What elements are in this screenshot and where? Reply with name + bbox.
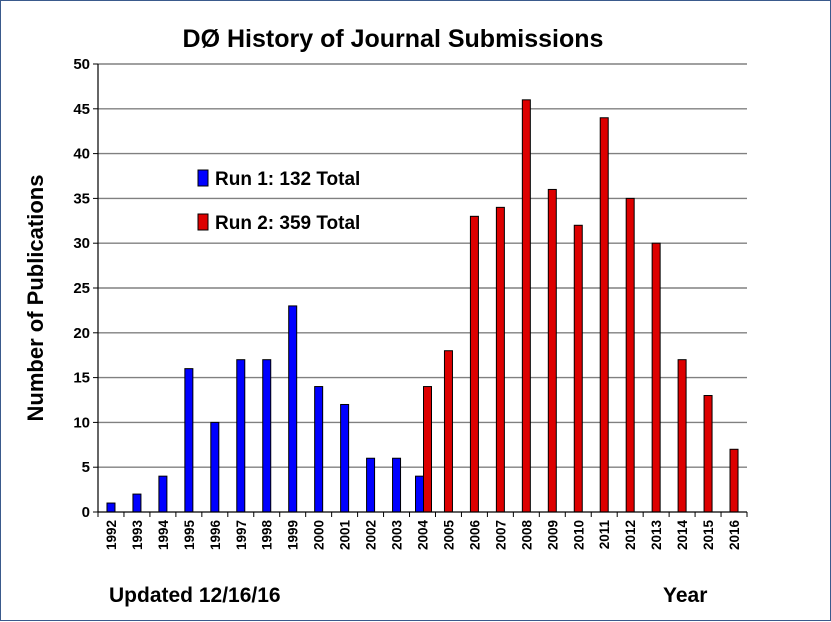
legend-swatch (197, 213, 209, 231)
bar (703, 395, 713, 513)
x-tick-label: 2002 (364, 520, 379, 550)
bar (106, 502, 116, 513)
x-tick-label: 1997 (234, 520, 249, 550)
x-tick-labels: 1992 1993 1994 1995 1996 1997 1998 1999 2000 2001… (104, 520, 742, 551)
bar (729, 448, 739, 513)
bar (469, 215, 479, 513)
x-tick-label: 2005 (441, 520, 456, 551)
bar (521, 99, 531, 513)
axes (93, 63, 748, 517)
bar (132, 493, 142, 513)
x-tick-label: 1993 (130, 520, 145, 551)
x-axis-label: Year (663, 584, 707, 607)
x-tick-label: 2013 (649, 520, 664, 551)
x-tick-label: 2004 (416, 520, 431, 551)
bar (573, 224, 583, 513)
legend: Run 1: 132 Total Run 2: 359 Total (197, 169, 360, 234)
legend-swatch (197, 169, 209, 187)
bar (547, 188, 557, 513)
x-tick-label: 1992 (104, 520, 119, 550)
bar (340, 403, 350, 513)
bar (184, 368, 194, 513)
bar (314, 386, 324, 513)
bar (366, 457, 376, 513)
y-tick-label: 30 (73, 235, 90, 252)
bar (495, 206, 505, 513)
x-tick-label: 2003 (390, 520, 405, 551)
x-tick-label: 1999 (286, 520, 301, 550)
x-tick-label: 2007 (493, 520, 508, 550)
x-tick-label: 1994 (156, 520, 171, 551)
bar (210, 421, 220, 513)
y-tick-labels: 0 5 10 15 20 25 30 35 40 45 50 (73, 56, 90, 521)
y-tick-label: 25 (73, 280, 90, 297)
x-tick-label: 2009 (545, 520, 560, 550)
grid-lines (98, 63, 747, 468)
y-tick-label: 15 (73, 370, 90, 387)
bar (677, 359, 687, 513)
bar (288, 305, 298, 513)
bar (423, 386, 432, 513)
x-tick-label: 2001 (338, 520, 353, 551)
bar (651, 242, 661, 513)
x-tick-label: 1995 (182, 520, 197, 551)
bars (106, 99, 739, 513)
x-tick-label: 2014 (675, 520, 690, 551)
x-tick-label: 2011 (597, 520, 612, 550)
bar (158, 475, 168, 513)
y-tick-label: 5 (82, 459, 90, 476)
x-tick-label: 1998 (260, 520, 275, 551)
y-axis-label: Number of Publications (23, 175, 48, 422)
x-tick-label: 2012 (623, 520, 638, 550)
x-tick-label: 2008 (519, 520, 534, 551)
y-tick-label: 20 (73, 325, 90, 342)
bar (262, 359, 272, 513)
y-tick-label: 0 (82, 504, 90, 521)
x-tick-label: 1996 (208, 520, 223, 551)
legend-label: Run 2: 359 Total (215, 213, 360, 234)
x-tick-label: 2016 (727, 520, 742, 551)
x-tick-label: 2006 (467, 520, 482, 551)
y-tick-label: 10 (73, 414, 90, 431)
y-tick-label: 50 (73, 56, 90, 73)
y-tick-label: 40 (73, 146, 90, 163)
chart-title: DØ History of Journal Submissions (183, 25, 604, 53)
bar (392, 457, 402, 513)
y-tick-label: 45 (73, 101, 90, 118)
bar (625, 197, 635, 513)
legend-label: Run 1: 132 Total (215, 169, 360, 190)
bar (599, 117, 609, 513)
bar (236, 359, 246, 513)
y-tick-label: 35 (73, 190, 90, 207)
update-note: Updated 12/16/16 (109, 584, 281, 607)
x-tick-label: 2000 (312, 520, 327, 550)
x-tick-label: 2015 (701, 520, 716, 551)
x-tick-label: 2010 (571, 520, 586, 550)
bar (415, 475, 424, 513)
bar (443, 350, 453, 513)
